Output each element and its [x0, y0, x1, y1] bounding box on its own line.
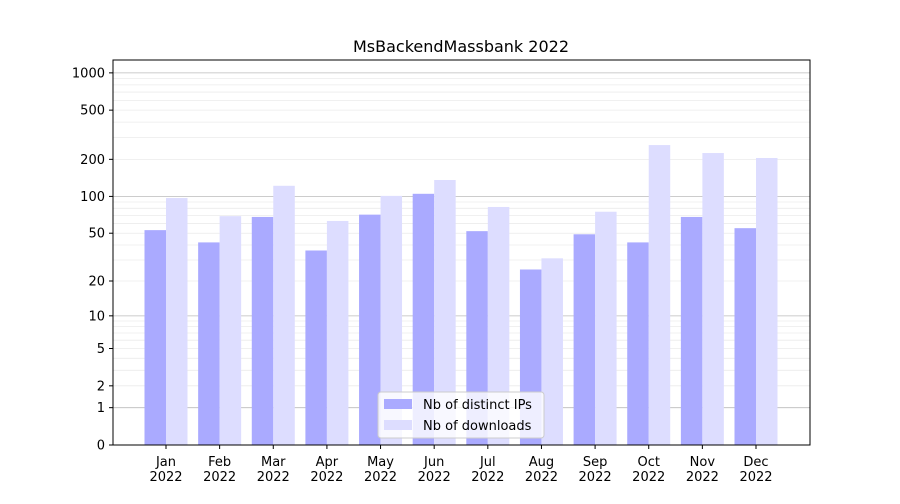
x-tick-label: Oct	[637, 455, 659, 470]
legend-label: Nb of downloads	[423, 419, 532, 434]
legend-swatch	[384, 420, 412, 430]
x-tick-label: 2022	[203, 470, 236, 485]
x-tick-label: 2022	[364, 470, 397, 485]
y-tick-label: 10	[88, 309, 105, 324]
bar-ips	[573, 234, 596, 445]
y-tick-label: 5	[97, 342, 105, 357]
bar-ips	[680, 216, 703, 445]
x-tick-label: 2022	[739, 470, 772, 485]
x-tick-label: 2022	[149, 470, 182, 485]
x-tick-label: 2022	[579, 470, 612, 485]
y-tick-label: 500	[80, 104, 105, 119]
x-tick-label: Sep	[583, 455, 608, 470]
y-tick-label: 2	[97, 379, 105, 394]
bar-downloads	[219, 216, 242, 445]
bar-ips	[359, 214, 381, 445]
y-axis: 0 1 2 5 10 20 50 100 200 500 1000	[72, 66, 113, 454]
plot-frame	[112, 59, 811, 446]
y-tick-label: 50	[88, 227, 105, 242]
x-tick-label: 2022	[471, 470, 504, 485]
x-tick-label: Mar	[261, 455, 286, 470]
x-tick-label: Dec	[743, 455, 768, 470]
x-axis: Jan2022Feb2022Mar2022Apr2022May2022Jun20…	[149, 445, 773, 485]
x-tick-label: 2022	[310, 470, 343, 485]
bar-ips	[144, 230, 166, 445]
x-tick-label: May	[367, 455, 394, 470]
bar-downloads	[541, 258, 563, 445]
x-tick-label: Feb	[208, 455, 231, 470]
chart-title: MsBackendMassbank 2022	[353, 37, 569, 56]
legend-label: Nb of distinct IPs	[423, 398, 532, 413]
y-tick-label: 100	[80, 190, 105, 205]
x-tick-label: Nov	[690, 455, 716, 470]
bar-downloads	[380, 195, 403, 445]
bar-ips	[734, 228, 756, 445]
bar-downloads	[273, 185, 295, 446]
y-tick-label: 0	[97, 439, 105, 454]
bar-downloads	[434, 179, 456, 445]
y-tick-label: 20	[88, 275, 105, 290]
bar-ips	[627, 242, 649, 445]
bar-ips	[198, 242, 220, 445]
legend-box	[377, 391, 545, 439]
x-tick-label: Apr	[316, 455, 339, 470]
bar-downloads	[756, 158, 778, 445]
y-tick-label: 1000	[72, 66, 105, 81]
x-tick-label: Aug	[529, 455, 554, 470]
bar-downloads	[326, 220, 349, 445]
bar-ips	[305, 250, 327, 445]
x-tick-label: Jan	[155, 455, 176, 470]
x-tick-label: 2022	[525, 470, 558, 485]
y-tick-label: 1	[97, 401, 105, 416]
bar-downloads	[595, 211, 617, 445]
bar-ips	[412, 193, 435, 445]
legend: Nb of distinct IPs Nb of downloads	[377, 391, 545, 439]
legend-swatch	[384, 399, 412, 409]
x-tick-label: 2022	[418, 470, 451, 485]
bar-downloads	[648, 145, 671, 446]
bar-downloads	[166, 198, 188, 445]
bar-downloads	[487, 206, 510, 445]
y-tick-label: 200	[80, 153, 105, 168]
x-tick-label: 2022	[632, 470, 665, 485]
x-tick-label: Jul	[479, 455, 496, 470]
bar-ips	[251, 216, 274, 445]
x-tick-label: 2022	[686, 470, 719, 485]
bar-downloads	[702, 153, 724, 445]
x-tick-label: 2022	[257, 470, 290, 485]
x-tick-label: Jun	[423, 455, 444, 470]
